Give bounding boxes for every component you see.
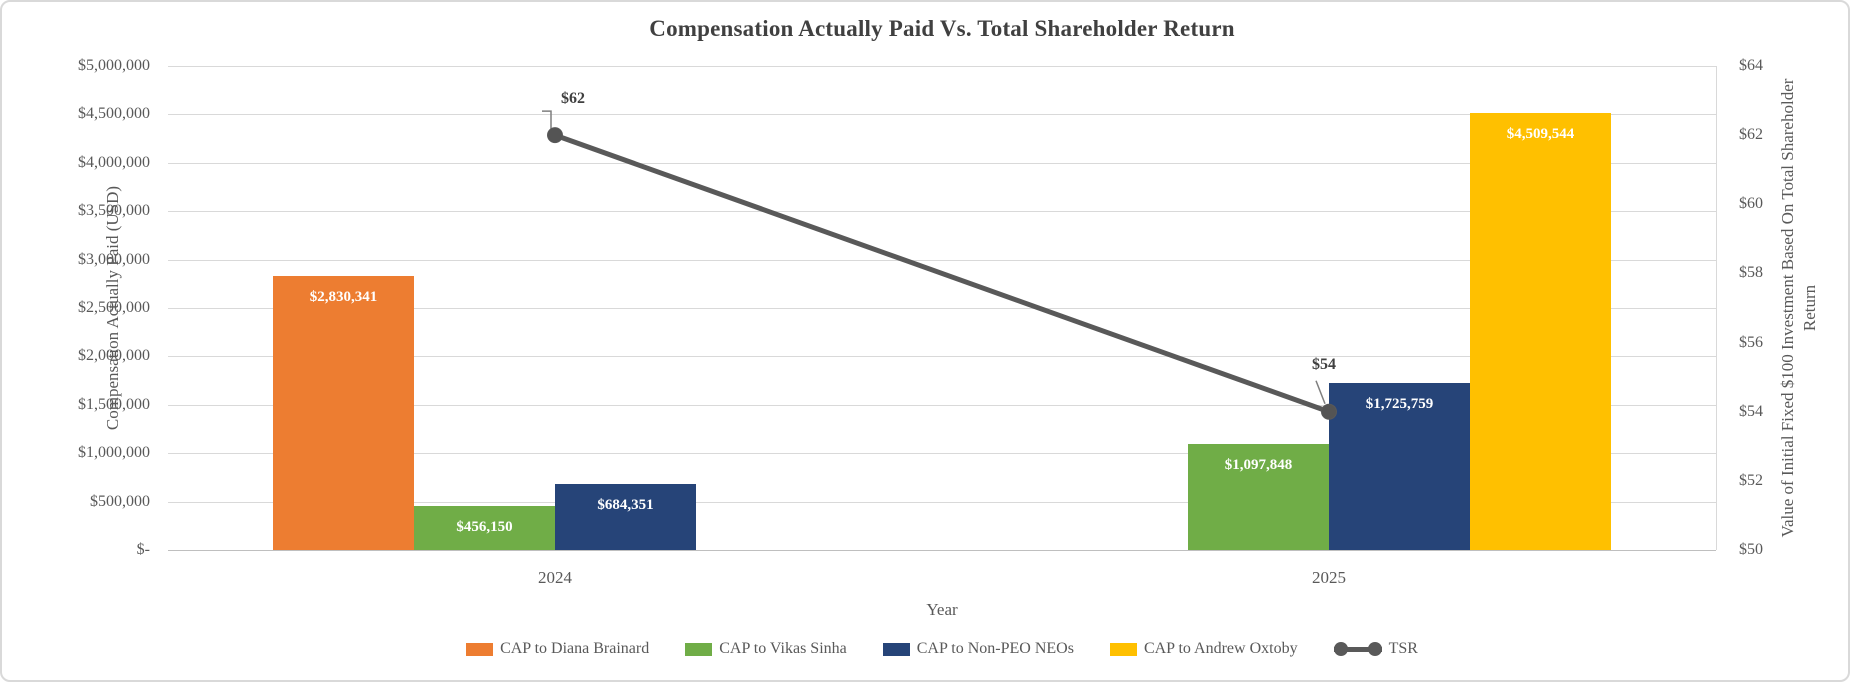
bar-value-label: $2,830,341 <box>309 289 378 305</box>
bar-value-label: $456,150 <box>456 519 513 535</box>
x-category-label-2024: 2024 <box>538 568 572 587</box>
legend-item-cap-to-vikas-sinha: CAP to Vikas Sinha <box>685 640 847 658</box>
gridline <box>168 114 1716 115</box>
legend-label: CAP to Vikas Sinha <box>719 640 847 657</box>
y-axis-tick-label-left: $500,000 <box>90 493 150 510</box>
y-axis-tick-label-left: $1,000,000 <box>78 444 150 461</box>
tsr-glyph-line <box>1333 647 1382 652</box>
bar-value-label: $4,509,544 <box>1506 126 1575 142</box>
y-axis-tick-label-left: $4,500,000 <box>78 105 150 122</box>
legend-swatch-cap-to-non-peo-neos-icon <box>882 642 910 656</box>
legend-label: CAP to Diana Brainard <box>500 640 650 657</box>
bar-cap-to-vikas-sinha-2025: $1,097,848 <box>1188 444 1329 550</box>
y-axis-tick-label-left: $3,500,000 <box>78 202 150 219</box>
x-axis-line <box>168 550 1716 551</box>
legend-swatch-cap-to-andrew-oxtoby-icon <box>1109 642 1137 656</box>
tsr-glyph-marker-left <box>1333 642 1348 656</box>
y-axis-tick-label-left: $3,000,000 <box>78 251 150 268</box>
y-axis-tick-label-right: $60 <box>1739 195 1763 212</box>
y-axis-tick-label-left: $2,500,000 <box>78 299 150 316</box>
bar-cap-to-non-peo-neos-2024: $684,351 <box>555 484 696 550</box>
y-axis-tick-label-left: $4,000,000 <box>78 154 150 171</box>
gridline <box>168 502 1716 503</box>
y-axis-tick-label-right: $64 <box>1739 57 1763 74</box>
y-axis-tick-label-left: $1,500,000 <box>78 396 150 413</box>
legend-label: TSR <box>1388 640 1418 657</box>
legend-swatch-cap-to-vikas-sinha-icon <box>685 642 713 656</box>
y-axis-tick-label-left: $- <box>136 541 150 558</box>
legend: CAP to Diana Brainard CAP to Vikas Sinha C… <box>168 640 1716 658</box>
legend-item-cap-to-andrew-oxtoby: CAP to Andrew Oxtoby <box>1109 640 1298 658</box>
bar-cap-to-diana-brainard-2024: $2,830,341 <box>273 276 414 550</box>
right-axis-line <box>1716 66 1717 550</box>
bar-cap-to-vikas-sinha-2024: $456,150 <box>414 506 555 550</box>
y-axis-tick-label-right: $58 <box>1739 264 1763 281</box>
bar-cap-to-non-peo-neos-2025: $1,725,759 <box>1329 383 1470 550</box>
y-axis-tick-label-right: $52 <box>1739 472 1763 489</box>
legend-label: CAP to Andrew Oxtoby <box>1143 640 1298 657</box>
legend-swatch-cap-to-diana-brainard-icon <box>466 642 494 656</box>
y-axis-tick-label-right: $54 <box>1739 403 1763 420</box>
bar-value-label: $684,351 <box>597 497 654 513</box>
y-axis-tick-label-left: $5,000,000 <box>78 57 150 74</box>
bar-value-label: $1,097,848 <box>1224 457 1293 473</box>
gridline <box>168 66 1716 67</box>
legend-tsr-line-marker-icon <box>1333 642 1382 656</box>
x-axis-title: Year <box>926 600 958 619</box>
legend-item-tsr: TSR <box>1333 640 1418 658</box>
tsr-glyph-marker-right <box>1367 642 1382 656</box>
y-axis-tick-label-right: $50 <box>1739 541 1763 558</box>
gridline <box>168 453 1716 454</box>
y-axis-tick-label-left: $2,000,000 <box>78 347 150 364</box>
legend-item-cap-to-diana-brainard: CAP to Diana Brainard <box>466 640 649 658</box>
y-axis-tick-label-right: $62 <box>1739 126 1763 143</box>
y-axis-tick-label-right: $56 <box>1739 334 1763 351</box>
x-category-label-2025: 2025 <box>1312 568 1346 587</box>
legend-label: CAP to Non-PEO NEOs <box>916 640 1074 657</box>
chart-title: Compensation Actually Paid Vs. Total Sha… <box>649 16 1235 41</box>
bar-cap-to-andrew-oxtoby-2025: $4,509,544 <box>1470 113 1611 550</box>
legend-item-cap-to-non-peo-neos: CAP to Non-PEO NEOs <box>882 640 1074 658</box>
bar-value-label: $1,725,759 <box>1365 396 1434 412</box>
